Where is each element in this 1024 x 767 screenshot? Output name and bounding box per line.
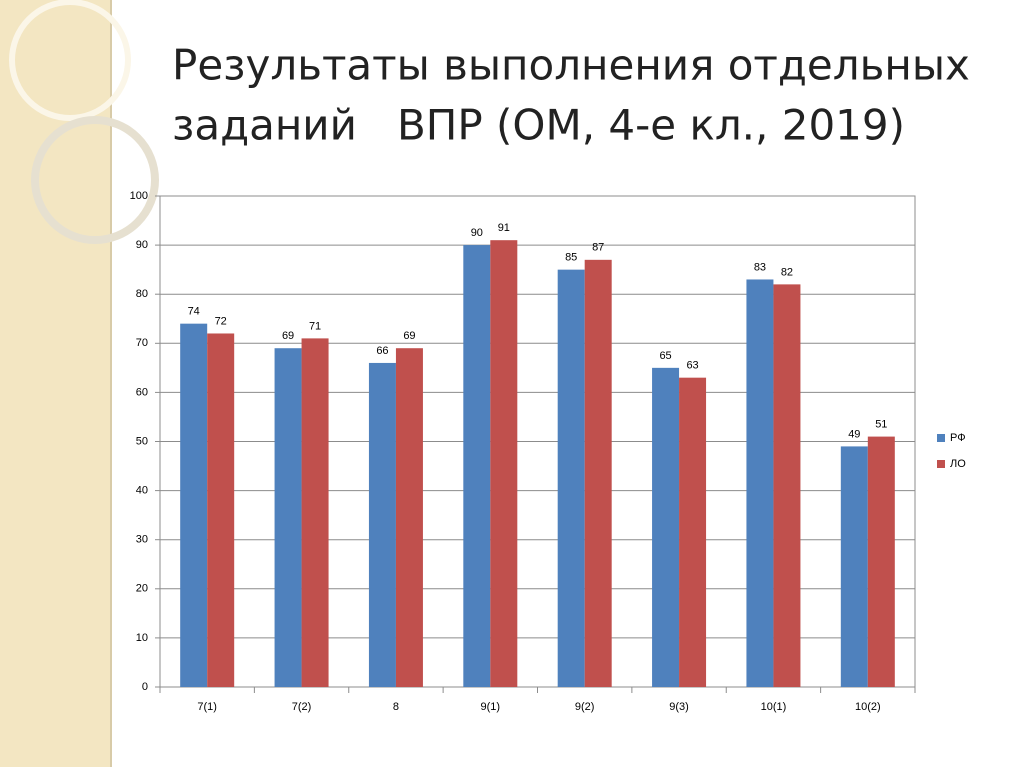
x-tick-label: 9(3) — [669, 701, 689, 713]
data-label: 69 — [282, 330, 294, 342]
bar — [180, 323, 208, 687]
data-label: 63 — [686, 360, 698, 372]
data-label: 69 — [403, 330, 415, 342]
data-label: 85 — [565, 252, 577, 264]
data-label: 90 — [471, 227, 483, 239]
bar — [207, 333, 235, 687]
x-tick-label: 9(1) — [481, 701, 501, 713]
y-tick-label: 100 — [130, 190, 148, 202]
legend-swatch — [937, 460, 945, 468]
x-tick-label: 10(1) — [761, 701, 787, 713]
bar — [773, 284, 801, 687]
y-tick-label: 50 — [136, 435, 148, 447]
bar — [490, 240, 518, 687]
y-tick-label: 40 — [136, 485, 148, 497]
y-tick-label: 60 — [136, 386, 148, 398]
bar — [679, 377, 707, 687]
data-label: 51 — [875, 418, 887, 430]
x-tick-label: 10(2) — [855, 701, 881, 713]
data-label: 71 — [309, 320, 321, 332]
bar — [463, 245, 491, 687]
x-tick-label: 8 — [393, 701, 399, 713]
legend-label: ЛО — [950, 458, 966, 470]
y-tick-label: 0 — [142, 681, 148, 693]
y-tick-label: 80 — [136, 288, 148, 300]
data-label: 83 — [754, 261, 766, 273]
bar — [557, 269, 585, 687]
data-label: 82 — [781, 266, 793, 278]
bar — [746, 279, 774, 687]
y-tick-label: 30 — [136, 534, 148, 546]
bar — [368, 362, 396, 687]
y-tick-label: 10 — [136, 632, 148, 644]
decor-circle — [31, 116, 159, 244]
data-label: 74 — [188, 306, 200, 318]
decor-circle — [9, 0, 131, 121]
chart: 0 10 20 30 40 50 60 70 80 90 100 7(1) 74 72 7(2) 69 71 8 6… — [130, 190, 967, 713]
bar — [652, 367, 680, 687]
bar — [867, 436, 895, 687]
bar — [840, 446, 868, 687]
data-label: 65 — [659, 350, 671, 362]
data-label: 87 — [592, 242, 604, 254]
bar — [584, 259, 612, 687]
y-tick-label: 20 — [136, 583, 148, 595]
title-line: заданий ВПР (ОМ, 4-е кл., 2019) — [172, 101, 905, 150]
legend-label: РФ — [950, 432, 966, 444]
x-tick-label: 7(2) — [292, 701, 312, 713]
x-tick-label: 7(1) — [197, 701, 217, 713]
bar — [395, 348, 423, 687]
data-label: 72 — [215, 315, 227, 327]
y-tick-label: 90 — [136, 239, 148, 251]
y-tick-label: 70 — [136, 337, 148, 349]
bar — [274, 348, 302, 687]
title-line: Результаты выполнения отдельных — [172, 41, 970, 90]
legend-swatch — [937, 434, 945, 442]
bar — [301, 338, 329, 687]
data-label: 66 — [376, 345, 388, 357]
data-label: 49 — [848, 428, 860, 440]
data-label: 91 — [498, 222, 510, 234]
side-strip — [0, 0, 110, 767]
x-tick-label: 9(2) — [575, 701, 595, 713]
